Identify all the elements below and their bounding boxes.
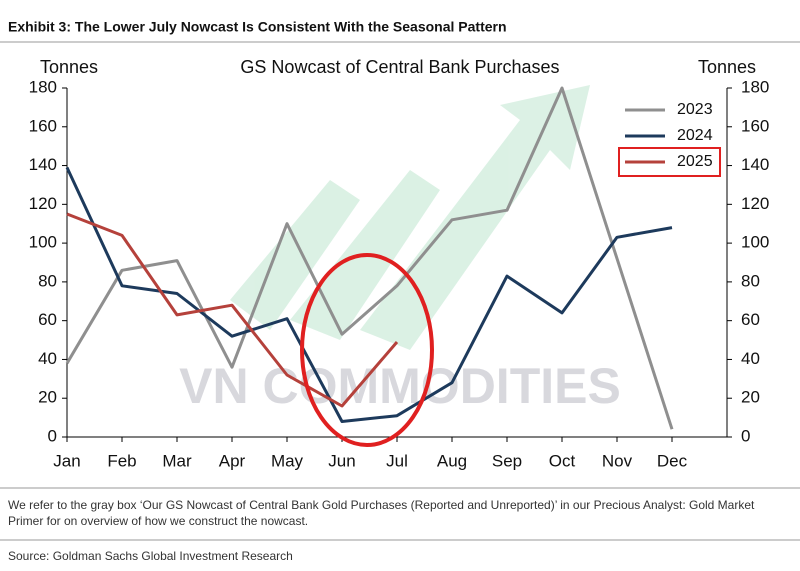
watermark-arrow <box>230 85 590 350</box>
series-line <box>65 166 673 423</box>
x-tick-label: Mar <box>162 451 192 470</box>
y2-tick-label: 100 <box>741 233 769 252</box>
x-tick-label: Feb <box>107 451 136 470</box>
x-tick-label: Jan <box>53 451 80 470</box>
y-tick-label: 180 <box>29 77 57 96</box>
footnote: We refer to the gray box ‘Our GS Nowcast… <box>8 498 755 528</box>
y2-tick-label: 20 <box>741 388 760 407</box>
y-tick-label: 100 <box>29 233 57 252</box>
watermark: VN COMMODITIES <box>179 358 621 414</box>
y2-tick-label: 60 <box>741 310 760 329</box>
series-line <box>66 212 399 408</box>
highlight-box <box>618 147 721 177</box>
y-tick-label: 40 <box>38 349 57 368</box>
y-tick-label: 80 <box>38 271 57 290</box>
y2-axis-label: Tonnes <box>698 57 756 77</box>
series-line <box>65 86 674 430</box>
y2-tick-label: 140 <box>741 155 769 174</box>
y2-tick-label: 80 <box>741 271 760 290</box>
legend-label: 2023 <box>677 101 713 118</box>
y-tick-label: 160 <box>29 116 57 135</box>
y-tick-label: 60 <box>38 310 57 329</box>
x-tick-label: Apr <box>219 451 246 470</box>
x-tick-label: Oct <box>549 451 576 470</box>
y-tick-label: 0 <box>48 426 57 445</box>
x-tick-label: May <box>271 451 304 470</box>
y-tick-label: 20 <box>38 388 57 407</box>
legend-label: 2025 <box>677 153 713 170</box>
x-tick-label: Jul <box>386 451 408 470</box>
source: Source: Goldman Sachs Global Investment … <box>8 549 293 563</box>
x-tick-label: Sep <box>492 451 522 470</box>
y2-tick-label: 120 <box>741 194 769 213</box>
x-tick-label: Jun <box>328 451 355 470</box>
chart-title: GS Nowcast of Central Bank Purchases <box>240 57 559 77</box>
y-tick-label: 120 <box>29 194 57 213</box>
exhibit-title: Exhibit 3: The Lower July Nowcast Is Con… <box>8 19 507 35</box>
highlight-circle <box>300 253 434 447</box>
x-tick-label: Dec <box>657 451 688 470</box>
y-tick-label: 140 <box>29 155 57 174</box>
legend-label: 2024 <box>677 127 713 144</box>
y2-tick-label: 160 <box>741 116 769 135</box>
x-tick-label: Nov <box>602 451 633 470</box>
y2-tick-label: 0 <box>741 426 750 445</box>
y2-tick-label: 180 <box>741 77 769 96</box>
legend: 2023 2024 2025 <box>625 101 713 170</box>
y-axis-label: Tonnes <box>40 57 98 77</box>
x-tick-label: Aug <box>437 451 467 470</box>
plot: 0 20 40 60 80 100 120 140 160 180 0 20 40 60 80 100 120 1… <box>29 77 770 470</box>
y2-tick-label: 40 <box>741 349 760 368</box>
